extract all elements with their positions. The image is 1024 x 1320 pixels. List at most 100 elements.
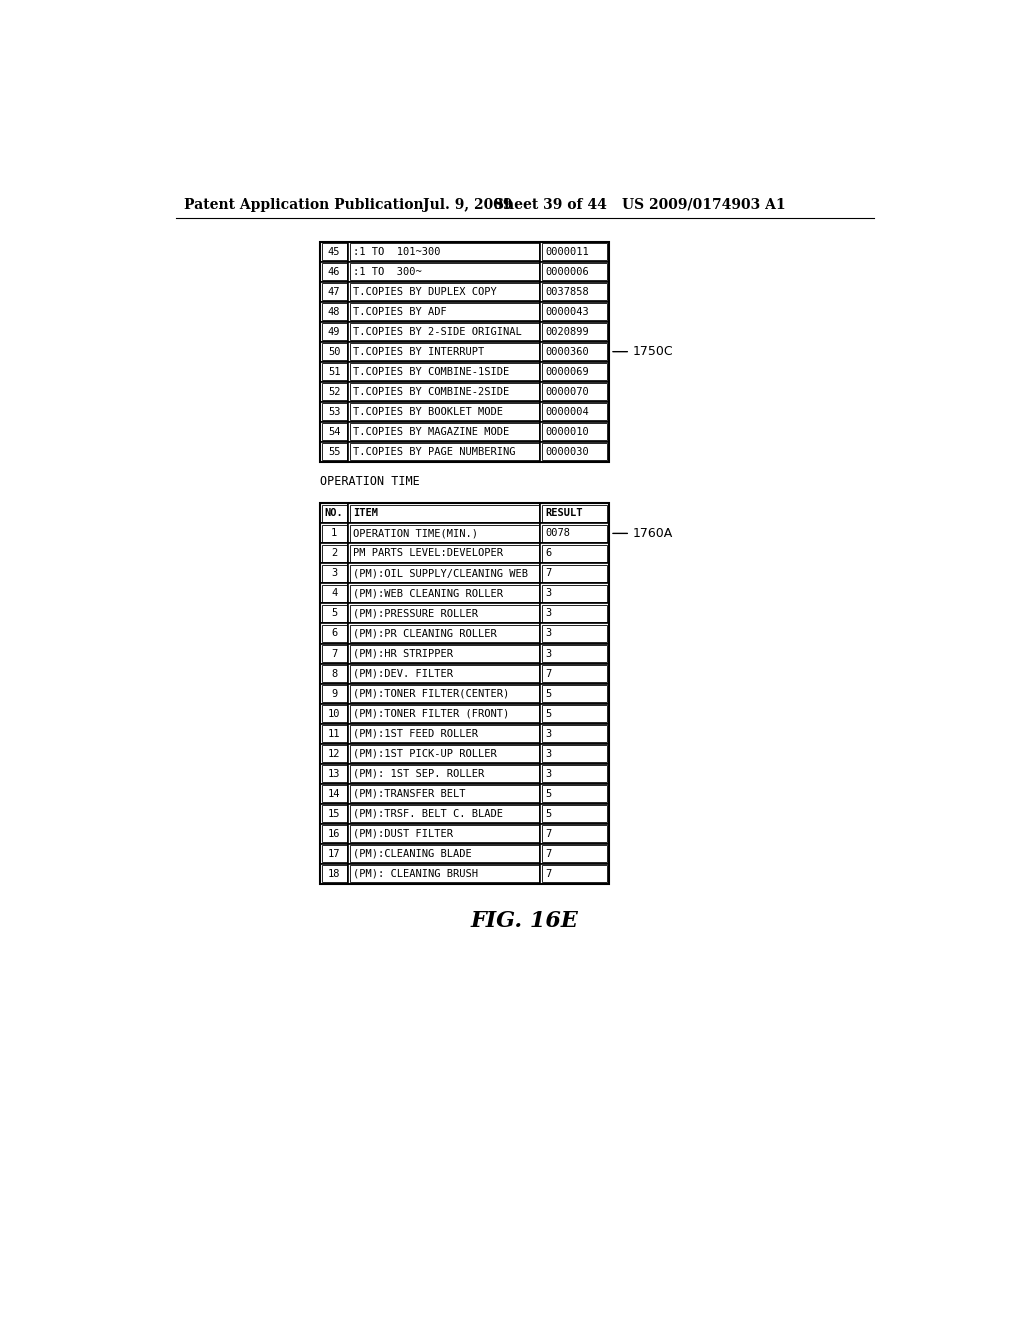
Bar bbox=[321, 863, 348, 884]
Bar bbox=[322, 605, 346, 622]
Bar bbox=[322, 263, 346, 280]
Bar bbox=[322, 343, 346, 360]
Bar bbox=[349, 263, 539, 280]
Bar bbox=[541, 644, 608, 664]
Bar bbox=[321, 362, 348, 381]
Bar bbox=[348, 524, 541, 544]
Bar bbox=[541, 322, 608, 342]
Bar bbox=[348, 583, 541, 603]
Bar bbox=[321, 381, 348, 401]
Bar bbox=[349, 866, 539, 882]
Bar bbox=[348, 401, 541, 422]
Bar bbox=[321, 261, 348, 281]
Bar bbox=[321, 684, 348, 704]
Bar bbox=[322, 424, 346, 441]
Text: 8: 8 bbox=[331, 668, 337, 678]
Bar bbox=[322, 585, 346, 602]
Text: 5: 5 bbox=[545, 809, 551, 818]
Text: 0000070: 0000070 bbox=[545, 387, 589, 397]
Text: 45: 45 bbox=[328, 247, 340, 256]
Bar bbox=[541, 763, 608, 784]
Bar bbox=[348, 302, 541, 322]
Text: T.COPIES BY PAGE NUMBERING: T.COPIES BY PAGE NUMBERING bbox=[352, 446, 515, 457]
Text: 13: 13 bbox=[328, 768, 340, 779]
Bar bbox=[321, 804, 348, 824]
Bar bbox=[321, 302, 348, 322]
Bar bbox=[542, 383, 607, 400]
Text: 0000006: 0000006 bbox=[545, 267, 589, 277]
Bar bbox=[322, 363, 346, 380]
Bar bbox=[542, 805, 607, 822]
Bar bbox=[349, 383, 539, 400]
Bar bbox=[321, 503, 608, 884]
Bar bbox=[542, 424, 607, 441]
Bar bbox=[541, 381, 608, 401]
Bar bbox=[321, 704, 348, 723]
Text: T.COPIES BY COMBINE-2SIDE: T.COPIES BY COMBINE-2SIDE bbox=[352, 387, 509, 397]
Bar bbox=[541, 843, 608, 863]
Bar bbox=[349, 705, 539, 722]
Text: :1 TO  101~300: :1 TO 101~300 bbox=[352, 247, 440, 256]
Bar bbox=[348, 723, 541, 743]
Text: (PM):1ST FEED ROLLER: (PM):1ST FEED ROLLER bbox=[352, 729, 478, 739]
Text: US 2009/0174903 A1: US 2009/0174903 A1 bbox=[623, 198, 786, 211]
Bar bbox=[348, 381, 541, 401]
Bar bbox=[542, 545, 607, 562]
Text: NO.: NO. bbox=[325, 508, 343, 519]
Bar bbox=[348, 342, 541, 362]
Bar bbox=[348, 564, 541, 583]
Text: 9: 9 bbox=[331, 689, 337, 698]
Bar bbox=[349, 665, 539, 682]
Bar bbox=[321, 824, 348, 843]
Bar bbox=[542, 585, 607, 602]
Bar bbox=[321, 342, 348, 362]
Bar bbox=[349, 785, 539, 803]
Bar bbox=[349, 343, 539, 360]
Bar bbox=[348, 261, 541, 281]
Bar bbox=[321, 763, 348, 784]
Text: 0000010: 0000010 bbox=[545, 426, 589, 437]
Bar bbox=[542, 645, 607, 663]
Text: (PM):DEV. FILTER: (PM):DEV. FILTER bbox=[352, 668, 453, 678]
Bar bbox=[348, 664, 541, 684]
Bar bbox=[542, 685, 607, 702]
Text: 3: 3 bbox=[545, 589, 551, 598]
Text: 0000004: 0000004 bbox=[545, 407, 589, 417]
Bar bbox=[348, 804, 541, 824]
Bar bbox=[349, 725, 539, 742]
Bar bbox=[542, 263, 607, 280]
Bar bbox=[542, 304, 607, 321]
Text: 3: 3 bbox=[545, 648, 551, 659]
Bar bbox=[322, 383, 346, 400]
Text: PM PARTS LEVEL:DEVELOPER: PM PARTS LEVEL:DEVELOPER bbox=[352, 548, 503, 558]
Bar bbox=[322, 525, 346, 543]
Bar bbox=[321, 603, 348, 623]
Bar bbox=[322, 645, 346, 663]
Text: Jul. 9, 2009: Jul. 9, 2009 bbox=[423, 198, 512, 211]
Text: (PM):1ST PICK-UP ROLLER: (PM):1ST PICK-UP ROLLER bbox=[352, 748, 497, 759]
Bar bbox=[349, 645, 539, 663]
Text: 0000360: 0000360 bbox=[545, 347, 589, 356]
Text: 17: 17 bbox=[328, 849, 340, 859]
Text: 7: 7 bbox=[545, 668, 551, 678]
Bar bbox=[322, 323, 346, 341]
Bar bbox=[542, 525, 607, 543]
Bar bbox=[321, 784, 348, 804]
Bar bbox=[542, 363, 607, 380]
Bar bbox=[542, 785, 607, 803]
Bar bbox=[541, 281, 608, 302]
Bar bbox=[321, 623, 348, 644]
Bar bbox=[322, 506, 346, 521]
Bar bbox=[348, 422, 541, 442]
Text: 4: 4 bbox=[331, 589, 337, 598]
Bar bbox=[321, 422, 348, 442]
Bar bbox=[541, 664, 608, 684]
Bar bbox=[541, 824, 608, 843]
Text: (PM): CLEANING BRUSH: (PM): CLEANING BRUSH bbox=[352, 869, 478, 879]
Text: 1750C: 1750C bbox=[633, 345, 673, 358]
Bar bbox=[541, 442, 608, 462]
Bar bbox=[542, 626, 607, 642]
Text: 46: 46 bbox=[328, 267, 340, 277]
Bar bbox=[541, 544, 608, 564]
Text: T.COPIES BY 2-SIDE ORIGINAL: T.COPIES BY 2-SIDE ORIGINAL bbox=[352, 326, 521, 337]
